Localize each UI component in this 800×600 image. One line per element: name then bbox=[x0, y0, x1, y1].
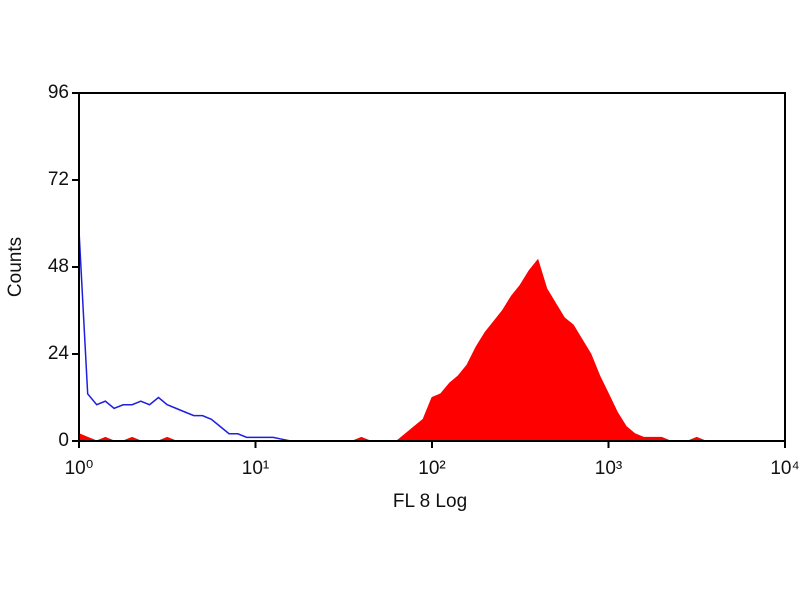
y-tick-label: 0 bbox=[58, 430, 69, 451]
x-tick-label: 10⁰ bbox=[65, 458, 94, 479]
y-tick-label: 72 bbox=[48, 169, 69, 190]
x-tick-label: 10⁴ bbox=[770, 458, 799, 479]
x-tick-label: 10² bbox=[418, 458, 445, 479]
y-tick-label: 96 bbox=[48, 82, 69, 103]
x-tick-label: 10³ bbox=[595, 458, 622, 479]
plot-frame bbox=[78, 92, 786, 442]
x-tick-label: 10¹ bbox=[242, 458, 269, 479]
area bbox=[78, 258, 785, 442]
y-tick-label: 24 bbox=[48, 343, 70, 364]
y-axis-label: Counts bbox=[5, 237, 26, 297]
y-tick-label: 48 bbox=[48, 256, 69, 277]
x-axis-label: FL 8 Log bbox=[393, 491, 467, 512]
